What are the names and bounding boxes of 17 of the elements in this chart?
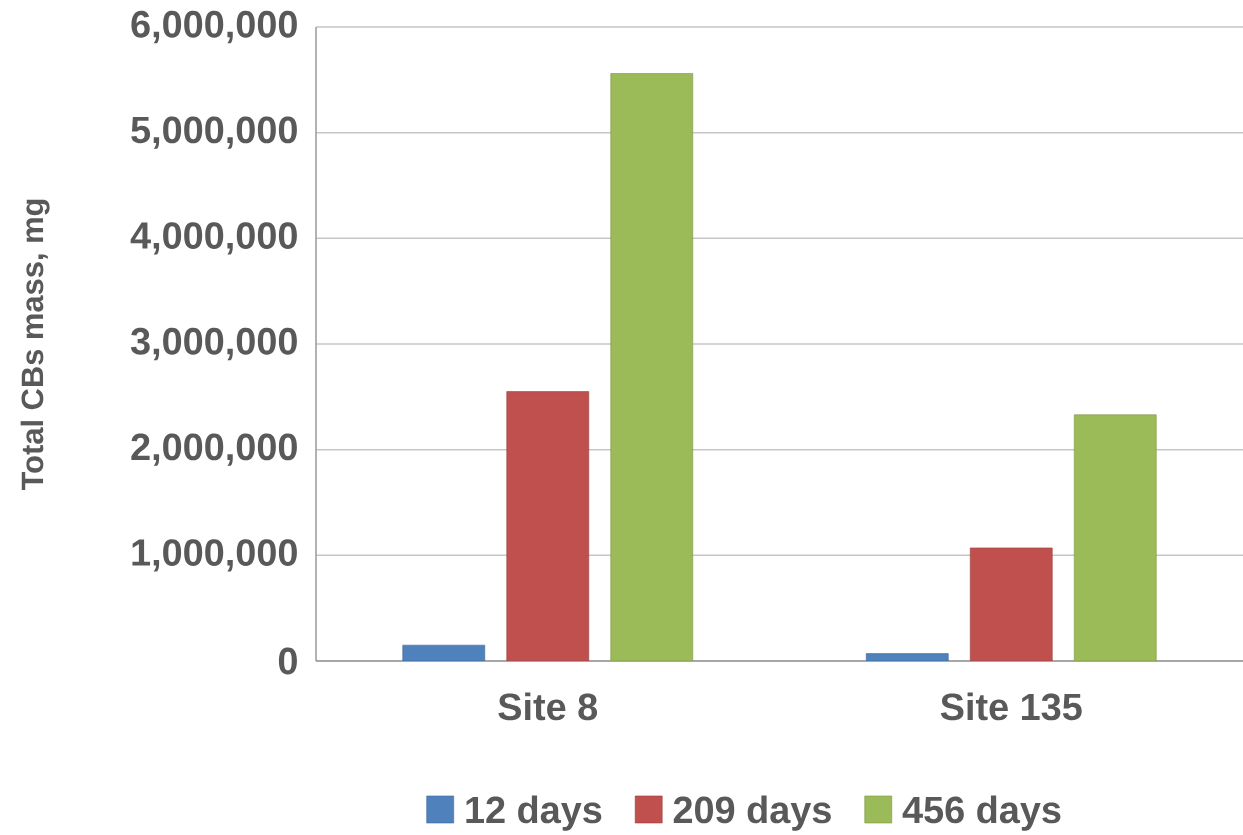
bar — [1073, 414, 1157, 661]
y-tick-label: 2,000,000 — [131, 433, 297, 466]
bar — [610, 73, 694, 661]
y-axis-title: Total CBs mass, mg — [20, 199, 50, 491]
bar — [506, 391, 590, 661]
x-tick-label: Site 135 — [940, 692, 1082, 721]
y-tick-label: 4,000,000 — [130, 222, 297, 255]
y-tick-label: 6,000,000 — [131, 10, 297, 44]
y-tick-label: 3,000,000 — [130, 327, 297, 361]
y-tick-label: 5,000,000 — [131, 116, 297, 149]
y-tick-label: 1,000,000 — [132, 539, 297, 572]
legend-label: 209 days — [673, 795, 831, 831]
x-tick-label: Site 8 — [498, 692, 598, 721]
legend-label: 12 days — [466, 795, 602, 831]
bar — [969, 547, 1053, 661]
legend-label: 456 days — [902, 795, 1061, 831]
y-tick-label: 0 — [278, 647, 297, 675]
